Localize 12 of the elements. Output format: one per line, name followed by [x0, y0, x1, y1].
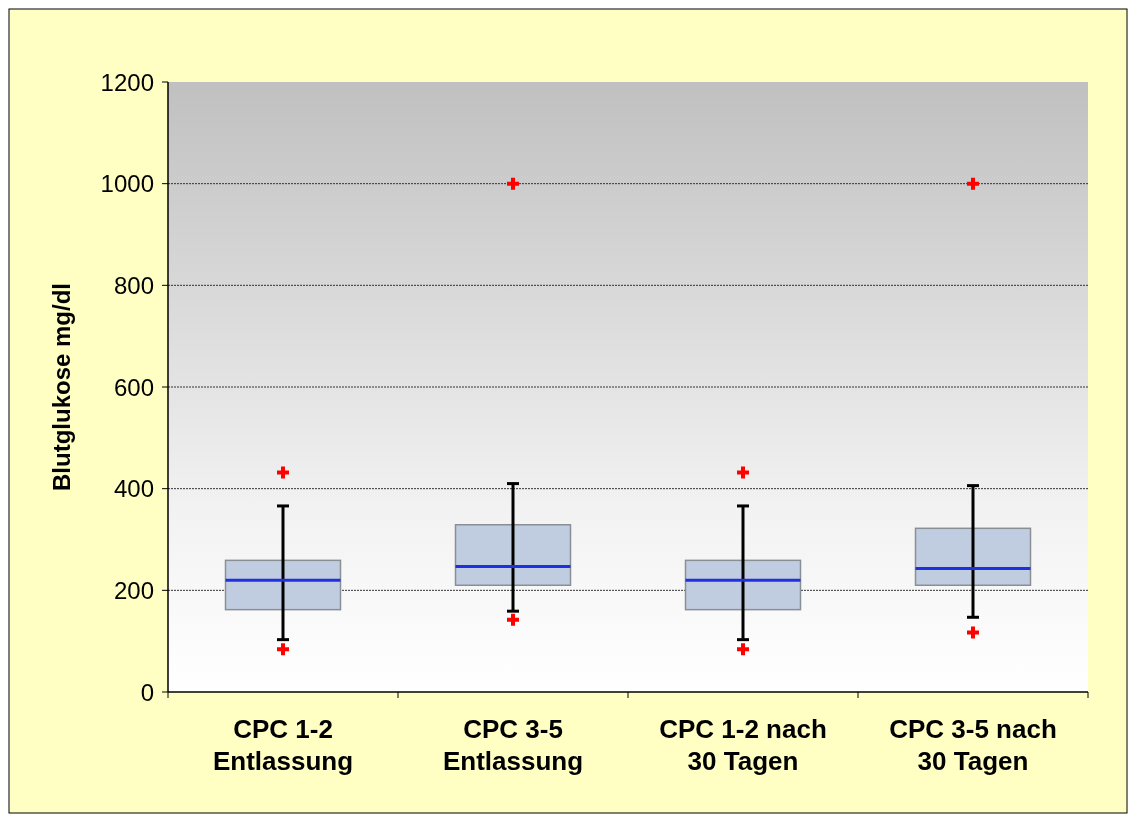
- y-tick-label: 800: [113, 271, 154, 299]
- x-tick-label: CPC 3-5 Entlassung: [442, 714, 584, 776]
- x-tick-label: CPC 1-2 nach 30 Tagen: [659, 714, 827, 776]
- y-tick-label: 1000: [100, 170, 154, 198]
- y-tick-label: 1200: [100, 68, 154, 96]
- x-tick-label: CPC 1-2 Entlassung: [212, 714, 354, 776]
- y-tick-label: 600: [113, 373, 154, 401]
- x-tick-label: CPC 3-5 nach 30 Tagen: [889, 714, 1057, 776]
- y-axis-title: Blutglukose mg/dl: [48, 282, 75, 492]
- y-tick-label: 0: [140, 678, 154, 706]
- y-tick-label: 200: [113, 576, 154, 604]
- y-tick-label: 400: [113, 475, 154, 503]
